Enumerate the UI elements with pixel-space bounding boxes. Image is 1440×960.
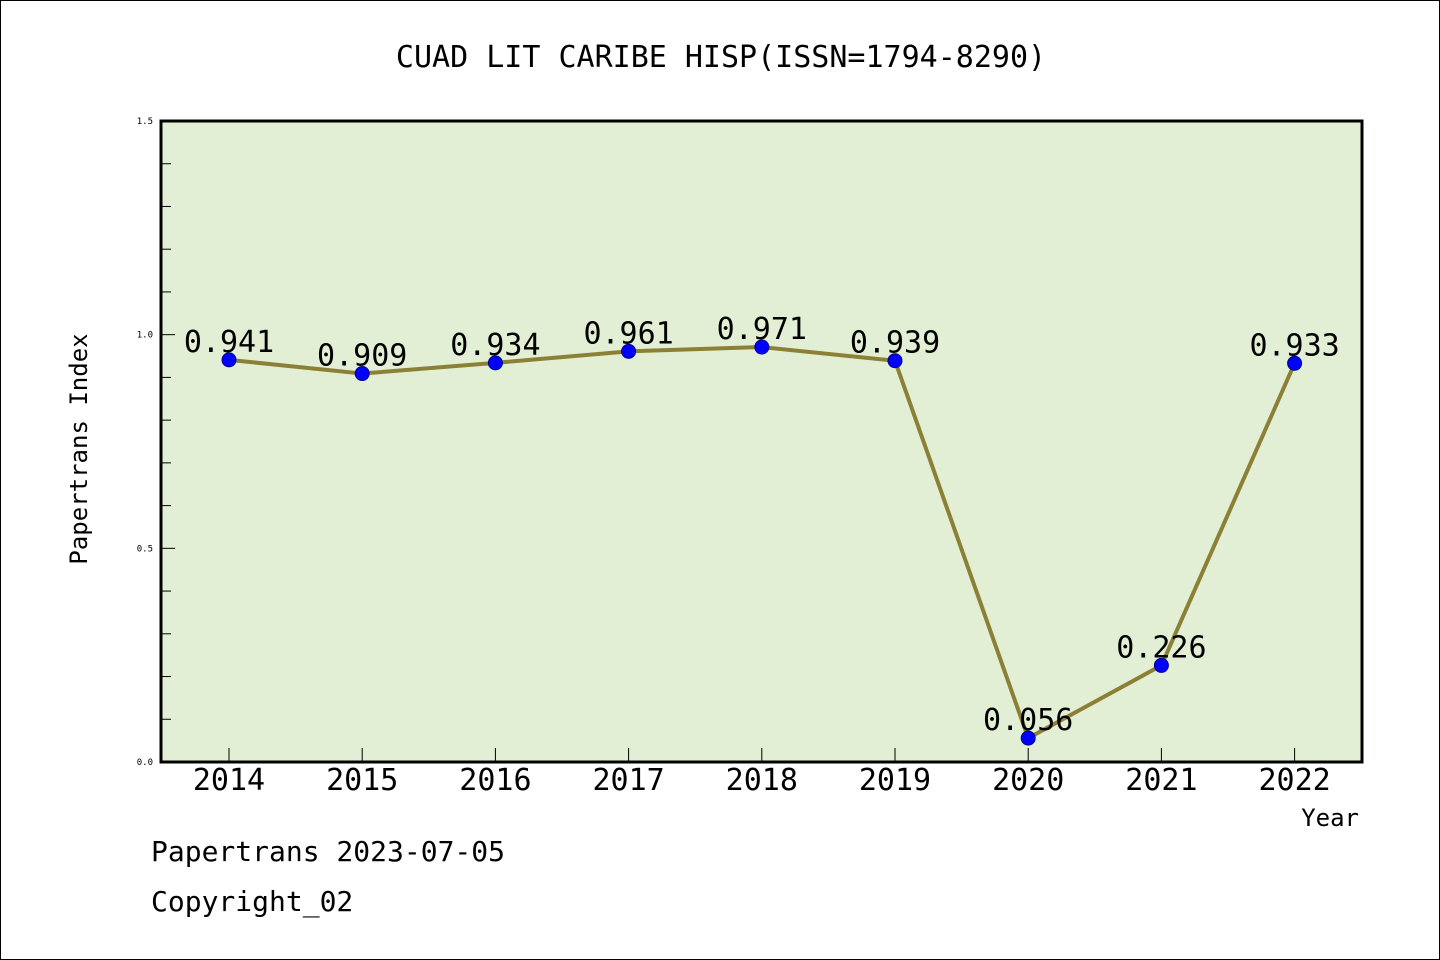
data-label: 0.934 (450, 328, 540, 363)
data-label: 0.909 (317, 339, 407, 374)
data-point (354, 366, 370, 382)
data-point (1287, 355, 1303, 371)
data-point (1020, 730, 1036, 746)
data-point (487, 355, 503, 371)
y-tick-label: 1.0 (137, 331, 153, 341)
x-tick-label: 2014 (193, 763, 265, 798)
data-label: 0.971 (717, 312, 807, 347)
x-tick-label: 2018 (726, 763, 798, 798)
data-label: 0.941 (184, 325, 274, 360)
x-tick-label: 2022 (1258, 763, 1330, 798)
data-point (621, 343, 637, 359)
data-point (754, 339, 770, 355)
data-label: 0.226 (1116, 630, 1206, 665)
x-tick-label: 2020 (992, 763, 1064, 798)
data-label: 0.933 (1249, 328, 1339, 363)
y-tick-label: 0.0 (137, 758, 153, 768)
x-tick-label: 2021 (1125, 763, 1197, 798)
x-axis-ticks: 2014 2015 2016 2017 2018 2019 2020 2021 2022 (193, 748, 1331, 798)
x-tick-label: 2017 (592, 763, 664, 798)
y-tick-label: 1.5 (137, 117, 153, 127)
data-point (221, 352, 237, 368)
x-axis-label: Year (1301, 804, 1359, 832)
y-minor-ticks (161, 163, 171, 720)
y-tick-label: 0.5 (137, 544, 153, 554)
data-point (1153, 657, 1169, 673)
data-label: 0.056 (983, 703, 1073, 738)
y-axis-ticks: 0.0 0.5 1.0 1.5 (137, 117, 175, 768)
chart-title: CUAD LIT CARIBE HISP(ISSN=1794-8290) (396, 40, 1046, 75)
data-label: 0.961 (583, 316, 673, 351)
data-labels: 0.941 0.909 0.934 0.961 0.971 0.939 0.056 0.226… (184, 312, 1340, 738)
data-markers (221, 339, 1303, 746)
footer-copyright: Copyright_02 (151, 885, 354, 918)
x-tick-label: 2019 (859, 763, 931, 798)
x-tick-label: 2016 (459, 763, 531, 798)
y-axis-label: Papertrans Index (65, 333, 93, 564)
x-tick-label: 2015 (326, 763, 398, 798)
data-label: 0.939 (850, 326, 940, 361)
plot-area (159, 119, 1364, 764)
footer-date: Papertrans 2023-07-05 (151, 835, 506, 868)
data-point (887, 353, 903, 369)
